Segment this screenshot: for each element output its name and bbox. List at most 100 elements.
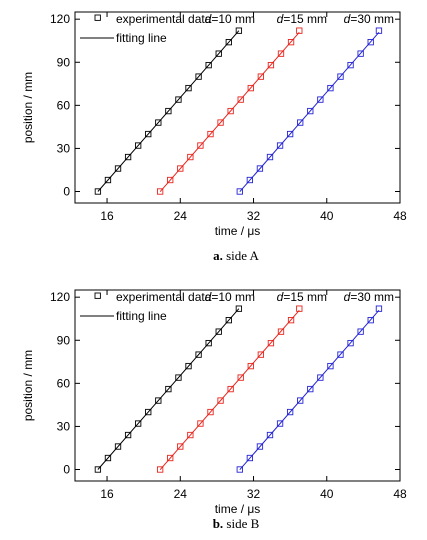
panel-b-data-point (267, 339, 275, 347)
panel-b-data-point (207, 408, 214, 416)
panel-a-x-tick-label: 48 (393, 209, 407, 223)
panel-a-data-point (257, 73, 264, 80)
panel-b-y-tick-label: 90 (57, 333, 71, 347)
panel-a-data-point (165, 107, 172, 115)
panel-a-data-point (187, 153, 194, 161)
panel-a-data-point (225, 39, 232, 46)
panel-b-data-point (286, 408, 294, 416)
panel-a-fitting-line-1 (97, 30, 240, 192)
panel-b-x-tick-label: 40 (320, 487, 334, 501)
panel-a-x-tick-label: 24 (174, 209, 188, 223)
panel-b-fitting-line-2 (159, 309, 300, 471)
panel-b-x-tick-label: 24 (174, 487, 188, 501)
panel-b-data-point (124, 431, 132, 439)
panel-b-data-point (235, 305, 243, 312)
panel-a-data-point (317, 96, 324, 103)
panel-a-data-point (237, 96, 244, 103)
panel-b-data-point (276, 420, 284, 427)
panel-b-fitting-line-1 (97, 308, 240, 470)
panel-a-y-tick-label: 0 (63, 185, 70, 199)
panel-b-y-tick-label: 30 (57, 419, 71, 433)
panel-b-series-label-3: d=30 mm (344, 290, 394, 304)
panel-b-legend-marker-icon (94, 292, 101, 299)
panel-a-data-point (276, 142, 284, 149)
panel-a-data-point (167, 176, 174, 184)
panel-a-x-tick-label: 40 (320, 209, 334, 223)
panel-a-y-tick-label: 30 (57, 141, 71, 155)
panel-a-legend-line-label: fitting line (116, 31, 167, 45)
panel-a-data-point (175, 96, 182, 103)
panel-a-data-point (266, 153, 274, 161)
panel-a-data-point (296, 27, 303, 34)
panel-a-x-tick-label: 32 (247, 209, 261, 223)
panel-a-data-point (145, 130, 152, 138)
panel-b-data-point (296, 305, 303, 312)
panel-b-data-point (375, 305, 383, 312)
panel-b-data-point (266, 431, 274, 439)
panel-a-data-point (177, 165, 184, 172)
panel-a-data-point (135, 142, 142, 149)
panel-b-data-point (175, 374, 182, 381)
panel-a-data-point (267, 61, 275, 69)
panel-b-data-point (165, 385, 172, 393)
panel-b-data-point (236, 466, 243, 473)
panel-a-legend-marker-icon (94, 14, 101, 21)
panel-a-data-point (215, 50, 222, 57)
panel-b-data-point (246, 454, 254, 462)
panel-b-caption: b. side B (213, 516, 260, 531)
panel-b-data-point (347, 339, 354, 347)
panel-b-data-point (156, 466, 164, 473)
panel-b-data-point (257, 351, 264, 358)
panel-a-data-point (197, 142, 204, 149)
panel-b-data-point (247, 362, 254, 370)
panel-a-legend-marker-label: experimental data (116, 12, 212, 26)
panel-a-data-point (367, 39, 374, 46)
panel-b-x-tick-label: 48 (393, 487, 407, 501)
panel-a-data-point (185, 84, 192, 92)
panel-a-data-point (247, 84, 254, 92)
panel-b-chart: 16 24 32 40 48 0 30 60 90 120 time / μs position / … (21, 289, 407, 531)
panel-a-data-point (207, 130, 214, 138)
panel-a-y-tick-label: 60 (57, 98, 71, 112)
panel-a-series-label-2: d=15 mm (277, 12, 327, 26)
panel-b-data-point (155, 397, 162, 404)
panel-b-data-point (114, 443, 122, 450)
panel-a-series-label-3: d=30 mm (344, 12, 394, 26)
panel-b-data-point (145, 408, 152, 416)
panel-a-data-point (205, 61, 212, 69)
panel-b-y-tick-label: 0 (63, 463, 70, 477)
panel-b-data-point (135, 420, 142, 427)
panel-a-data-point (256, 165, 264, 172)
panel-a-caption: a. side A (213, 248, 259, 263)
panel-b-data-point (177, 443, 184, 450)
panel-b-data-point (197, 420, 204, 427)
panel-b-data-point (94, 466, 102, 473)
panel-a-plot-frame (74, 11, 401, 204)
panel-b-legend-line-label: fitting line (116, 309, 167, 323)
panel-b-data-point (215, 328, 222, 335)
panel-b-series-label-2: d=15 mm (277, 290, 327, 304)
panel-a-data-point (297, 119, 304, 126)
panel-a-data-point (114, 165, 122, 172)
panel-b-data-point (104, 454, 112, 462)
panel-b-data-point (205, 339, 212, 347)
panel-a-y-tick-label: 120 (50, 12, 70, 26)
panel-b-x-axis-label: time / μs (215, 502, 261, 516)
panel-b-data-point (167, 454, 174, 462)
panel-b-data-point (357, 328, 364, 335)
panel-a-y-tick-label: 90 (57, 55, 71, 69)
panel-b-data-point (217, 397, 224, 404)
panel-a-data-point (236, 188, 243, 195)
panel-a-data-point (286, 130, 294, 138)
panel-b-data-point (327, 362, 334, 370)
panel-a-data-point (307, 107, 314, 115)
panel-b-data-point (237, 374, 244, 381)
panel-b-fitting-line-3 (239, 309, 380, 471)
panel-b-y-axis-label: position / mm (21, 350, 35, 421)
panel-a-data-point (277, 50, 285, 57)
panel-a-data-point (155, 119, 162, 126)
panel-b-data-point (277, 328, 285, 335)
panel-b-data-point (297, 397, 304, 404)
panel-a-data-point (104, 176, 112, 184)
panel-a-data-point (94, 188, 102, 195)
